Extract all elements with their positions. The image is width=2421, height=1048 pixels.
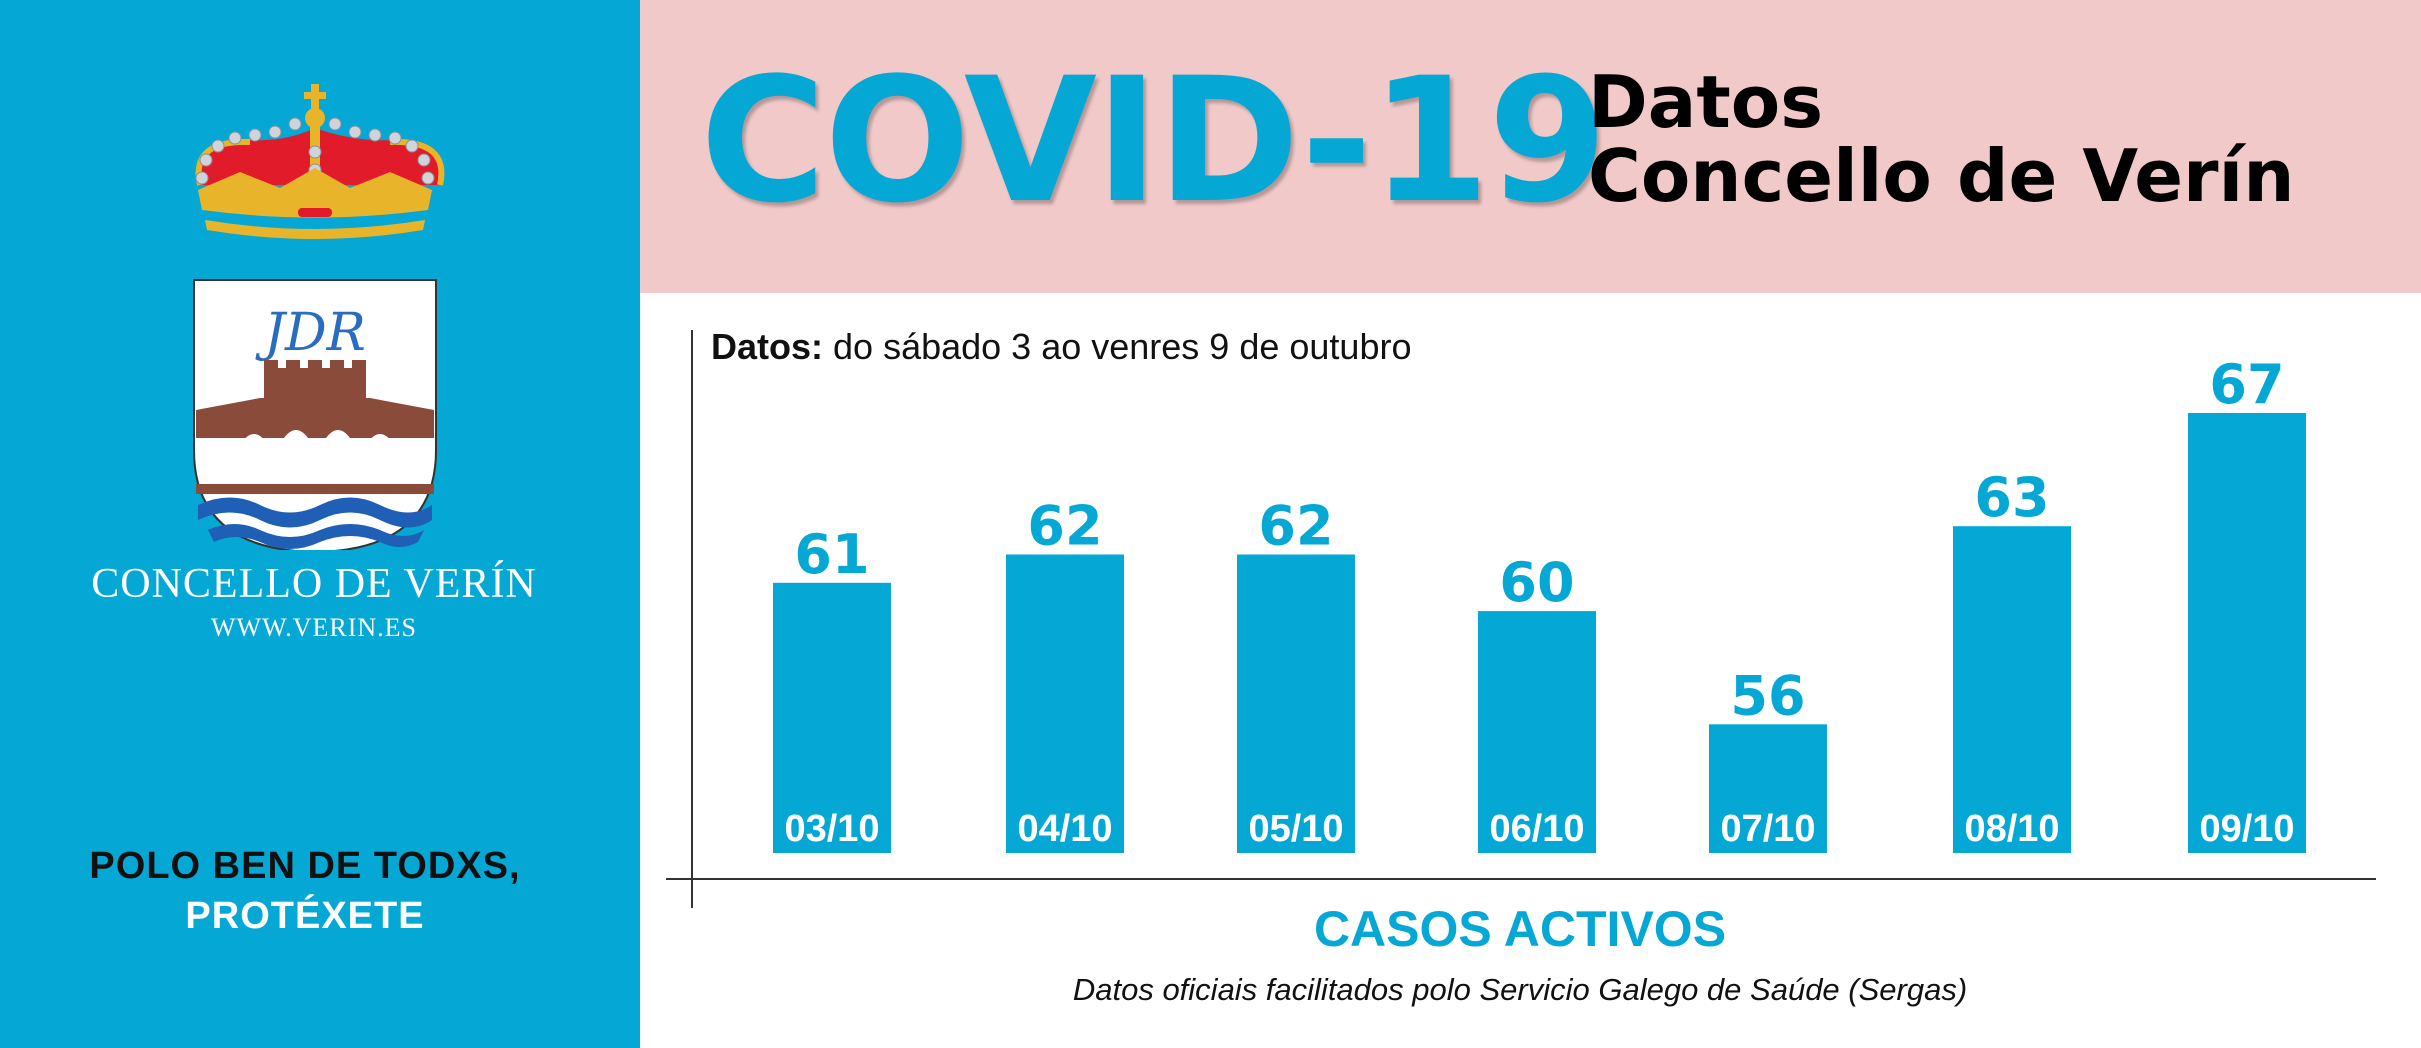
- header-subtitle-2: Concello de Verín: [1588, 134, 2295, 218]
- header-subtitle-1: Datos: [1588, 60, 1824, 144]
- bar-08-10: [1953, 526, 2071, 853]
- bar-04-10: [1006, 554, 1124, 853]
- data-label: 62: [1258, 495, 1333, 558]
- data-label: 56: [1730, 664, 1805, 727]
- category-label: 05/10: [1248, 808, 1343, 850]
- category-label: 06/10: [1489, 808, 1584, 850]
- data-label: 62: [1027, 495, 1102, 558]
- org-name: CONCELLO DE VERÍN: [91, 561, 537, 607]
- period-label: Datos:: [711, 326, 824, 367]
- page-title: COVID-19: [700, 40, 1608, 241]
- data-label: 60: [1499, 551, 1574, 614]
- monogram: JDR: [255, 303, 366, 363]
- org-website: WWW.VERIN.ES: [210, 613, 417, 642]
- slogan-line-2: PROTÉXETE: [185, 895, 425, 937]
- category-label: 09/10: [2199, 808, 2294, 850]
- data-label: 63: [1974, 466, 2049, 529]
- sidebar: JDR CONCELLO DE VERÍN WWW.VERIN.ES POLO …: [0, 0, 640, 1048]
- chart-metric-label: CASOS ACTIVOS: [1313, 901, 1727, 957]
- coat-of-arms-logo: JDR: [193, 84, 445, 550]
- bar-09-10: [2188, 413, 2306, 853]
- source-note: Datos oficiais facilitados polo Servicio…: [1072, 972, 1968, 1007]
- category-label: 04/10: [1017, 808, 1112, 850]
- bar-05-10: [1237, 554, 1355, 853]
- period-text: do sábado 3 ao venres 9 de outubro: [833, 326, 1412, 367]
- category-label: 03/10: [784, 808, 879, 850]
- category-label: 08/10: [1964, 808, 2059, 850]
- bar-03-10: [773, 582, 891, 853]
- period-note: Datos: do sábado 3 ao venres 9 de outubr…: [711, 326, 1411, 368]
- bar-06-10: [1478, 611, 1596, 853]
- data-label: 61: [794, 523, 869, 586]
- header-banner: [640, 0, 2421, 293]
- bar-07-10: [1709, 724, 1827, 853]
- category-label: 07/10: [1720, 808, 1815, 850]
- data-label: 67: [2209, 353, 2284, 416]
- slogan-line-1: POLO BEN DE TODXS,: [89, 845, 521, 887]
